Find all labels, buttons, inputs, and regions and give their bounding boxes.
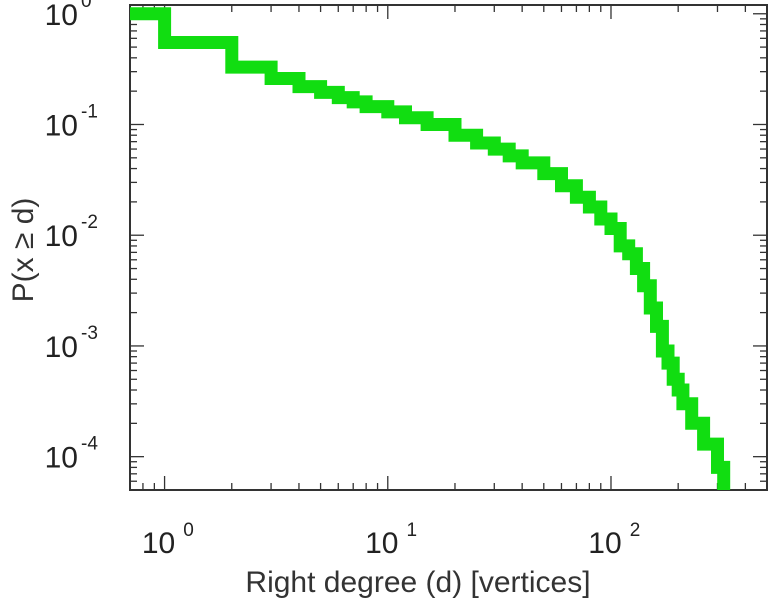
major-ticks	[130, 5, 767, 490]
y-tick-exponent: -2	[81, 212, 98, 233]
y-axis-title: P(x ≥ d)	[7, 198, 40, 303]
minor-ticks	[129, 5, 768, 491]
y-tick-label: 10	[45, 109, 78, 142]
y-tick-label: 10	[45, 442, 78, 475]
x-tick-label: 10	[588, 527, 621, 560]
series-line	[130, 7, 731, 490]
x-tick-exponent: 2	[630, 520, 641, 541]
plot-frame	[129, 4, 768, 491]
x-tick-labels: 10 0 10 1 10 2	[142, 520, 640, 560]
y-tick-label: 10	[45, 331, 78, 364]
y-tick-label: 10	[45, 0, 78, 32]
y-tick-label: 10	[45, 220, 78, 253]
x-tick-label: 10	[142, 527, 175, 560]
x-axis-title: Right degree (d) [vertices]	[245, 566, 590, 599]
y-tick-exponent: 0	[81, 0, 92, 12]
y-tick-exponent: -1	[81, 101, 98, 122]
x-tick-exponent: 1	[406, 520, 417, 541]
x-tick-exponent: 0	[183, 520, 194, 541]
y-tick-exponent: -4	[81, 434, 98, 455]
x-tick-label: 10	[365, 527, 398, 560]
y-tick-exponent: -3	[81, 323, 98, 344]
